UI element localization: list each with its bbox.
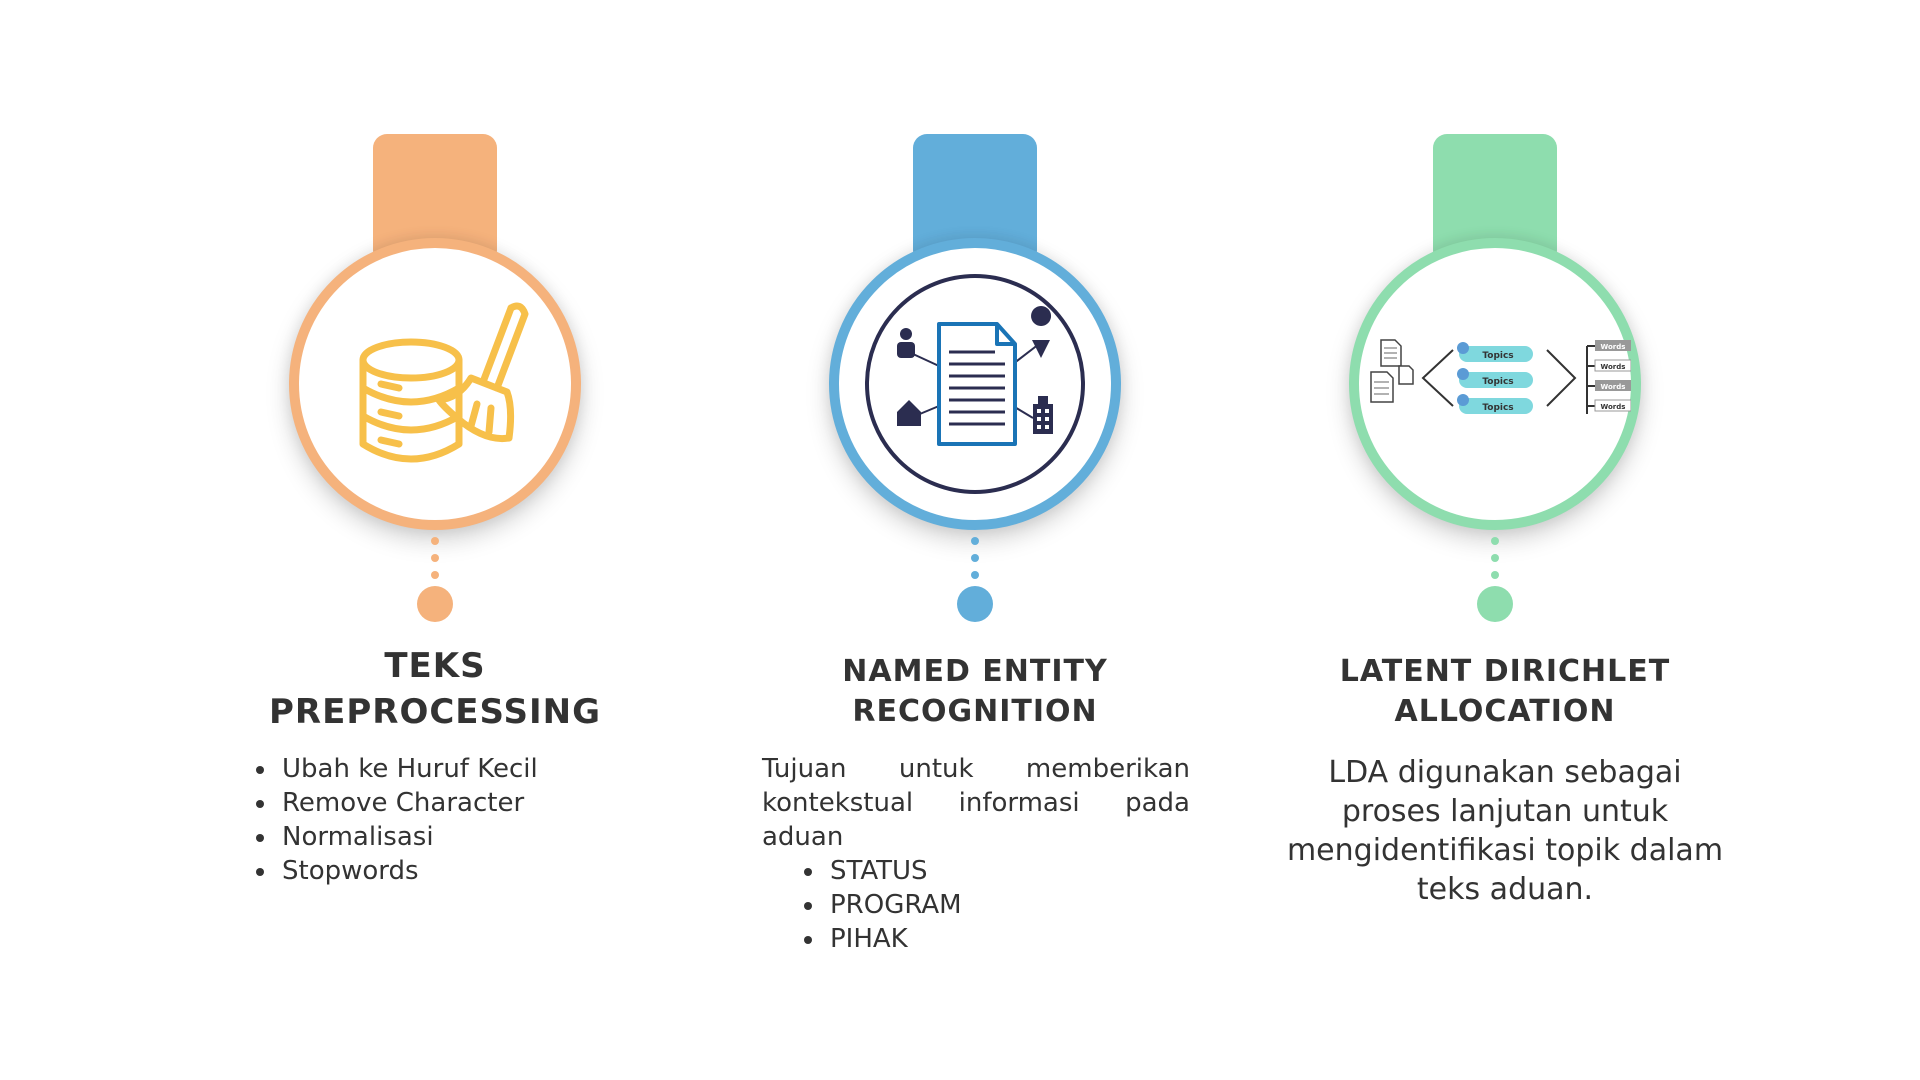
word-label: Words (1601, 343, 1626, 351)
step-title-line1: LATENT DIRICHLET (1339, 654, 1671, 689)
step-named-entity-recognition: NAMED ENTITY RECOGNITION Tujuan untuk me… (715, 0, 1235, 1080)
icon-circle (829, 238, 1121, 530)
step-title-line1: NAMED ENTITY (842, 654, 1108, 689)
step-title-line2: ALLOCATION (1394, 694, 1616, 729)
list-item: Normalisasi (278, 820, 538, 854)
list-item: Stopwords (278, 854, 538, 888)
word-label: Words (1601, 383, 1626, 391)
list-item: PIHAK (826, 922, 962, 956)
step-teks-preprocessing: TEKS PREPROCESSING Ubah ke Huruf Kecil R… (175, 0, 695, 1080)
document-entities-icon (865, 274, 1085, 494)
entity-list: STATUS PROGRAM PIHAK (800, 854, 962, 956)
step-marker (1477, 586, 1513, 622)
step-title-line2: RECOGNITION (852, 694, 1098, 729)
list-item: STATUS (826, 854, 962, 888)
connector-dot (431, 537, 439, 545)
icon-circle: Topics Topics Topics Words Words Words W… (1349, 238, 1641, 530)
step-title: TEKS PREPROCESSING (175, 646, 695, 732)
word-label: Words (1601, 403, 1626, 411)
database-broom-icon (359, 302, 529, 463)
connector-dot (971, 571, 979, 579)
step-title: LATENT DIRICHLET ALLOCATION (1245, 652, 1765, 732)
list-item: PROGRAM (826, 888, 962, 922)
step-title-line1: TEKS (384, 646, 486, 686)
step-title-line2: PREPROCESSING (269, 692, 601, 732)
connector-dot (1491, 554, 1499, 562)
connector-dot (971, 537, 979, 545)
step-title: NAMED ENTITY RECOGNITION (715, 652, 1235, 732)
list-item: Ubah ke Huruf Kecil (278, 752, 538, 786)
icon-circle (289, 238, 581, 530)
connector-dot (1491, 571, 1499, 579)
step-marker (417, 586, 453, 622)
ner-description: Tujuan untuk memberikan kontekstual info… (762, 754, 1190, 852)
connector-dot (431, 571, 439, 579)
connector-dot (1491, 537, 1499, 545)
lda-description: LDA digunakan sebagai proses lanjutan un… (1286, 755, 1724, 907)
step-latent-dirichlet-allocation: Topics Topics Topics Words Words Words W… (1245, 0, 1765, 1080)
connector-dot (971, 554, 979, 562)
word-label: Words (1601, 363, 1626, 371)
topic-model-icon: Topics Topics Topics Words Words Words W… (1370, 339, 1631, 414)
connector-dot (431, 554, 439, 562)
step-marker (957, 586, 993, 622)
topic-label: Topics (1482, 351, 1513, 361)
topic-label: Topics (1482, 377, 1513, 387)
preprocessing-list: Ubah ke Huruf Kecil Remove Character Nor… (252, 752, 538, 888)
list-item: Remove Character (278, 786, 538, 820)
topic-label: Topics (1482, 403, 1513, 413)
